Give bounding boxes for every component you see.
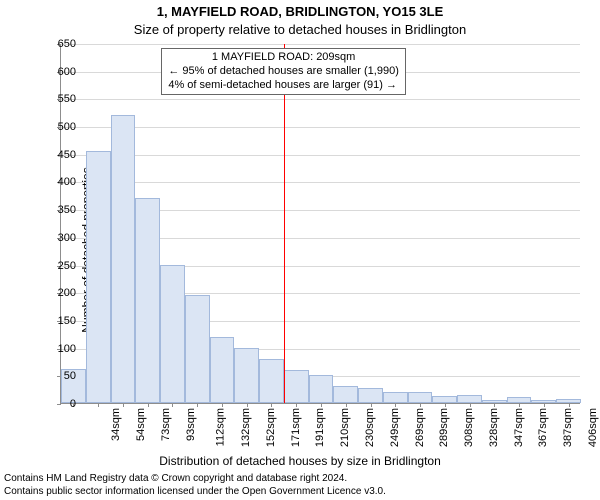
y-tick-label: 450 <box>58 149 76 161</box>
y-tick-label: 100 <box>58 343 76 355</box>
x-tick-label: 230sqm <box>364 408 376 447</box>
histogram-bar <box>408 392 433 403</box>
x-tick-label: 328sqm <box>488 408 500 447</box>
histogram-bar <box>432 396 457 403</box>
annotation-line2: ← 95% of detached houses are smaller (1,… <box>168 65 399 79</box>
y-tick-label: 600 <box>58 66 76 78</box>
subject-marker-line <box>284 44 285 403</box>
y-tick-label: 300 <box>58 232 76 244</box>
x-tick <box>395 403 396 407</box>
x-tick-label: 406sqm <box>587 408 599 447</box>
histogram-bar <box>135 198 160 403</box>
histogram-bar <box>86 151 111 403</box>
histogram-bar <box>185 295 210 403</box>
x-tick-label: 367sqm <box>537 408 549 447</box>
histogram-bar <box>383 392 408 403</box>
x-tick <box>172 403 173 407</box>
x-tick <box>321 403 322 407</box>
histogram-bar <box>210 337 235 403</box>
y-tick-label: 550 <box>58 93 76 105</box>
annotation-box: 1 MAYFIELD ROAD: 209sqm← 95% of detached… <box>161 48 406 95</box>
grid-line <box>61 155 580 156</box>
x-tick-label: 269sqm <box>414 408 426 447</box>
chart-title-line2: Size of property relative to detached ho… <box>0 22 600 37</box>
grid-line <box>61 99 580 100</box>
annotation-line3: 4% of semi-detached houses are larger (9… <box>168 79 399 93</box>
x-tick-label: 93sqm <box>185 408 197 441</box>
x-tick <box>494 403 495 407</box>
x-tick-label: 171sqm <box>290 408 302 447</box>
histogram-bar <box>309 375 334 403</box>
x-tick <box>98 403 99 407</box>
histogram-bar <box>259 359 284 403</box>
x-tick-label: 112sqm <box>215 408 227 446</box>
histogram-bar <box>333 386 358 403</box>
footer-line: Contains HM Land Registry data © Crown c… <box>4 473 596 486</box>
x-tick-label: 249sqm <box>389 408 401 447</box>
x-tick-label: 54sqm <box>135 408 147 441</box>
footer-attribution: Contains HM Land Registry data © Crown c… <box>4 473 596 498</box>
x-tick <box>445 403 446 407</box>
x-tick-label: 73sqm <box>160 408 172 441</box>
y-tick-label: 350 <box>58 204 76 216</box>
x-tick-label: 387sqm <box>562 408 574 447</box>
x-tick-label: 308sqm <box>463 408 475 447</box>
grid-line <box>61 182 580 183</box>
x-tick <box>296 403 297 407</box>
x-tick-label: 34sqm <box>110 408 122 441</box>
y-tick-label: 150 <box>58 315 76 327</box>
grid-line <box>61 44 580 45</box>
x-tick <box>197 403 198 407</box>
histogram-bar <box>457 395 482 403</box>
x-tick-label: 191sqm <box>315 408 327 447</box>
x-tick <box>569 403 570 407</box>
histogram-bar <box>111 115 136 403</box>
histogram-bar <box>160 265 185 403</box>
x-tick-label: 289sqm <box>438 408 450 447</box>
plot-area: 34sqm54sqm73sqm93sqm112sqm132sqm152sqm17… <box>60 44 580 404</box>
x-tick <box>470 403 471 407</box>
grid-line <box>61 127 580 128</box>
histogram-bar <box>284 370 309 403</box>
x-tick <box>371 403 372 407</box>
y-tick-label: 50 <box>64 370 76 382</box>
footer-line: Contains public sector information licen… <box>4 486 596 499</box>
x-tick-label: 210sqm <box>339 408 351 447</box>
x-tick <box>247 403 248 407</box>
histogram-bar <box>234 348 259 403</box>
x-tick <box>544 403 545 407</box>
x-tick-label: 347sqm <box>513 408 525 447</box>
x-tick <box>519 403 520 407</box>
x-tick <box>123 403 124 407</box>
histogram-bar <box>358 388 383 404</box>
y-tick-label: 0 <box>70 398 76 410</box>
y-tick-label: 650 <box>58 38 76 50</box>
y-tick-label: 500 <box>58 121 76 133</box>
x-tick-label: 152sqm <box>265 408 277 447</box>
y-tick <box>57 404 61 405</box>
x-tick <box>346 403 347 407</box>
x-tick <box>222 403 223 407</box>
x-tick <box>148 403 149 407</box>
x-tick <box>271 403 272 407</box>
chart-title-line1: 1, MAYFIELD ROAD, BRIDLINGTON, YO15 3LE <box>0 4 600 19</box>
x-tick-label: 132sqm <box>240 408 252 447</box>
y-tick-label: 200 <box>58 287 76 299</box>
y-tick-label: 400 <box>58 176 76 188</box>
y-tick-label: 250 <box>58 260 76 272</box>
x-axis-label: Distribution of detached houses by size … <box>0 454 600 468</box>
annotation-line1: 1 MAYFIELD ROAD: 209sqm <box>168 51 399 65</box>
x-tick <box>420 403 421 407</box>
